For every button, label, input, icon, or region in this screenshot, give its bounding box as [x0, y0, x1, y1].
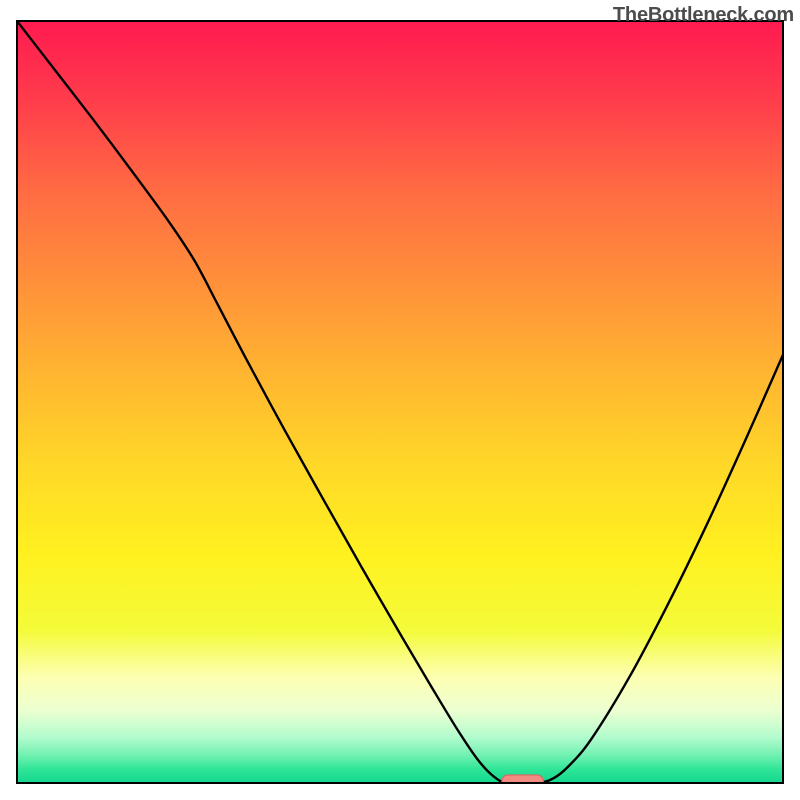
- chart-container: TheBottleneck.com: [0, 0, 800, 800]
- watermark-text: TheBottleneck.com: [613, 4, 794, 27]
- gradient-background: [17, 21, 783, 783]
- bottleneck-curve-chart: [0, 0, 800, 800]
